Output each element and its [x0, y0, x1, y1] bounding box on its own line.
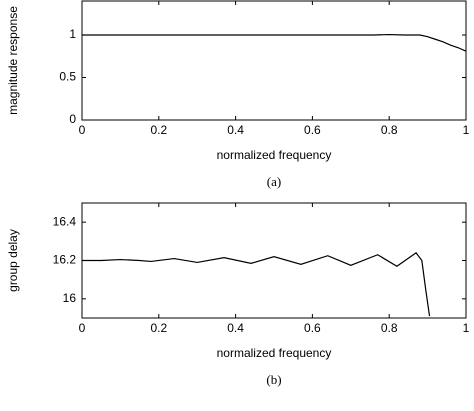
x-tick-label: 0.2 — [150, 123, 167, 137]
y-tick-label: 16.4 — [53, 214, 77, 228]
x-axis-label: normalized frequency — [217, 148, 332, 162]
x-tick-label: 0.6 — [304, 123, 321, 137]
x-tick-label: 0.2 — [150, 321, 167, 335]
y-tick-label: 16 — [63, 291, 77, 305]
x-tick-label: 0 — [79, 321, 86, 335]
caption: (a) — [267, 174, 281, 189]
x-tick-label: 0.8 — [381, 123, 398, 137]
x-tick-label: 0.6 — [304, 321, 321, 335]
x-tick-label: 0.4 — [227, 321, 244, 335]
y-tick-label: 16.2 — [53, 253, 77, 267]
y-tick-label: 0.5 — [59, 70, 76, 84]
plot-frame — [81, 0, 467, 121]
x-tick-label: 1 — [463, 321, 470, 335]
y-tick-label: 0 — [69, 112, 76, 126]
y-axis-label: magnitude response — [6, 6, 20, 115]
caption: (b) — [266, 372, 281, 387]
y-axis-label: group delay — [6, 229, 20, 292]
x-tick-label: 0.8 — [381, 321, 398, 335]
x-tick-label: 0 — [79, 123, 86, 137]
x-tick-label: 1 — [463, 123, 470, 137]
y-tick-label: 1 — [69, 27, 76, 41]
line-series — [82, 252, 431, 317]
line-series — [82, 33, 467, 52]
x-tick-label: 0.4 — [227, 123, 244, 137]
x-axis-label: normalized frequency — [217, 346, 332, 360]
